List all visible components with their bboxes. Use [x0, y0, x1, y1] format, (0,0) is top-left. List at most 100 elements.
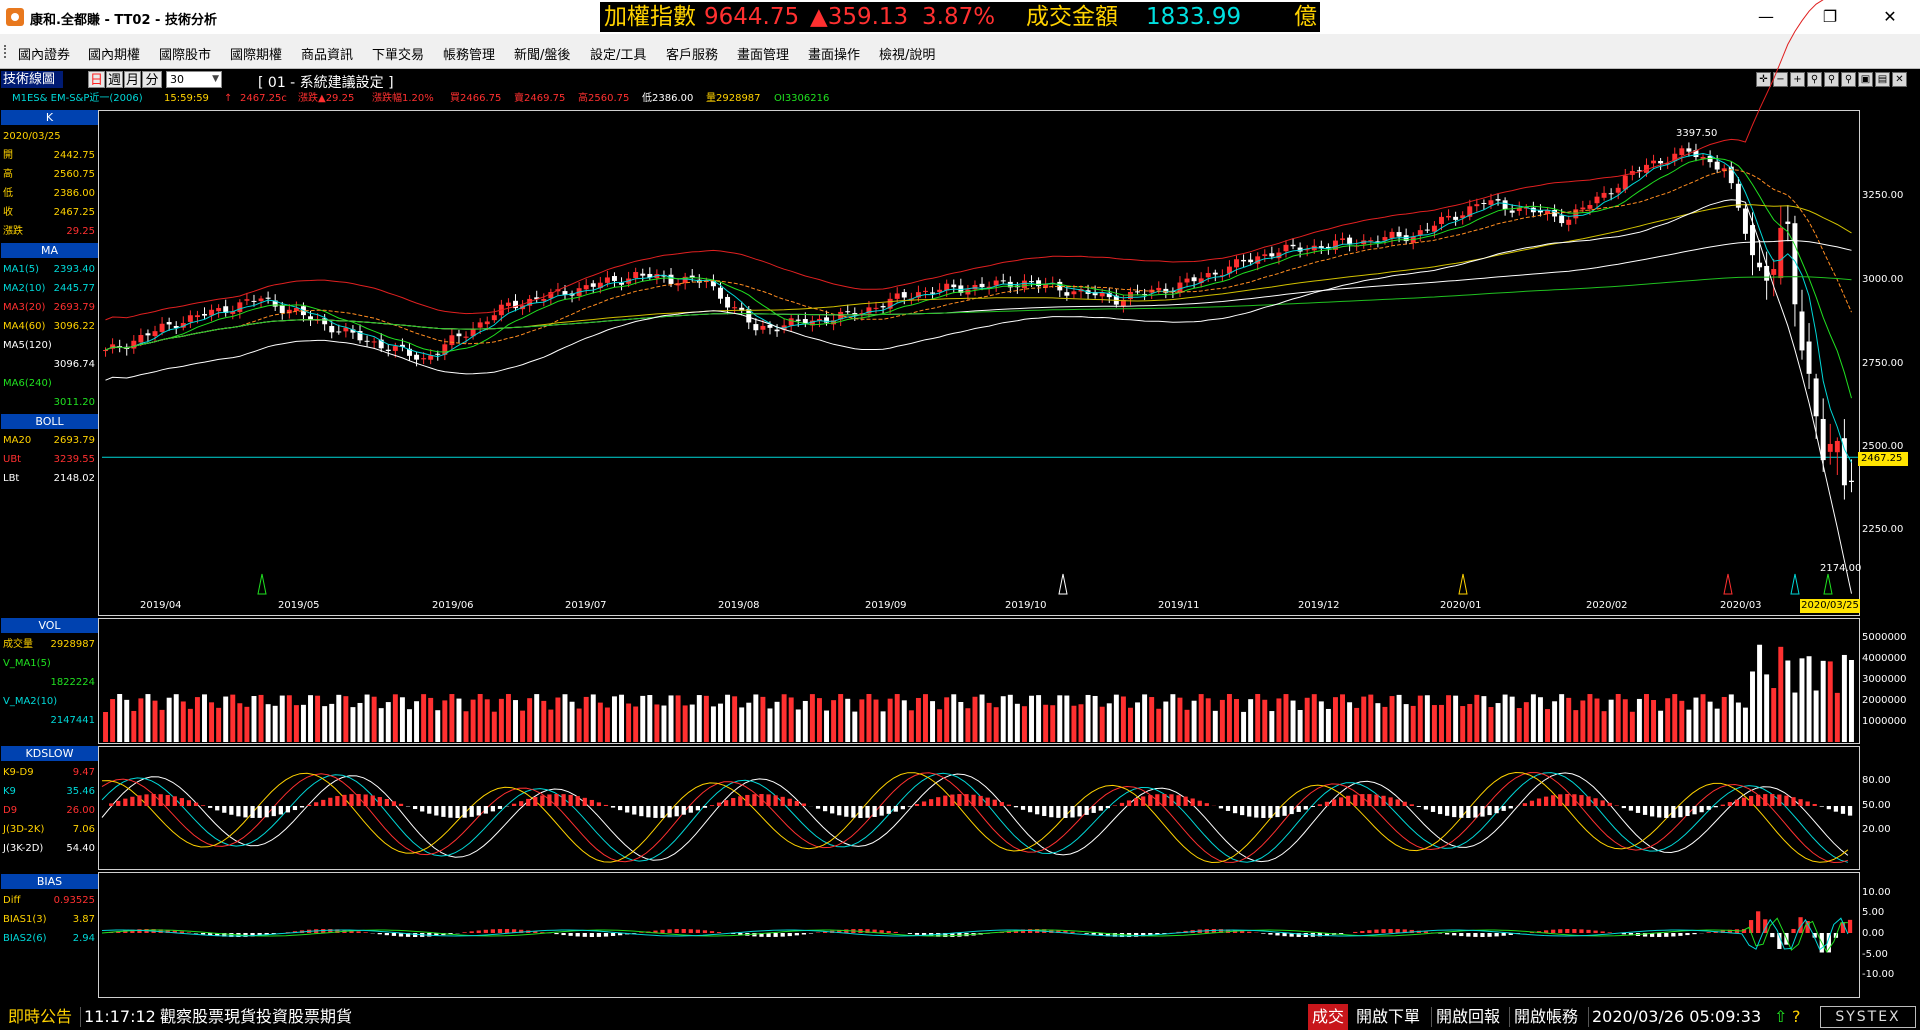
- kd-histogram-bar: [257, 806, 262, 818]
- kd-histogram-bar: [144, 794, 149, 806]
- kd-histogram-bar: [1232, 806, 1238, 814]
- candle-body: [237, 302, 243, 312]
- volume-bar: [1474, 694, 1480, 742]
- menu-item-account[interactable]: 帳務管理: [443, 48, 496, 63]
- candle-body: [880, 306, 886, 308]
- price-panel[interactable]: [98, 110, 1860, 616]
- announce-label[interactable]: 即時公告: [8, 1007, 73, 1026]
- volume-bar: [689, 704, 695, 742]
- period-minute-button[interactable]: 分: [142, 71, 162, 88]
- candlestick: [1502, 197, 1508, 216]
- print-icon[interactable]: ▤: [1875, 72, 1890, 87]
- close-button[interactable]: ✕: [1883, 7, 1897, 26]
- bias-bar: [172, 930, 177, 933]
- setting-title[interactable]: [ 01 - 系統建議設定 ]: [258, 75, 394, 91]
- candle-body: [1191, 277, 1197, 282]
- menu-item-settings[interactable]: 設定/工具: [590, 48, 647, 63]
- period-week-button[interactable]: 週: [106, 71, 123, 88]
- bias-bar: [1459, 933, 1464, 937]
- bias-bar: [1480, 933, 1485, 937]
- bias-bar: [1162, 933, 1167, 934]
- candlestick: [1184, 272, 1190, 288]
- minute-select[interactable]: 30 ▼: [166, 71, 222, 88]
- candlestick: [1439, 212, 1444, 231]
- period-day-button[interactable]: 日: [88, 71, 105, 88]
- menu-item-intl-futures[interactable]: 國際期權: [230, 48, 283, 63]
- help-icon[interactable]: ?: [1792, 1007, 1801, 1026]
- minimize-button[interactable]: —: [1758, 7, 1774, 26]
- signal-up-icon: ⇧: [1774, 1007, 1788, 1026]
- kd-histogram-bar: [448, 806, 453, 818]
- volume-bar: [1156, 708, 1162, 742]
- ma2-line: [105, 157, 1852, 399]
- bias-bar: [1452, 933, 1457, 936]
- kd-histogram-bar: [950, 794, 955, 806]
- bias-bar: [1466, 933, 1471, 937]
- menu-item-product-info[interactable]: 商品資訊: [301, 48, 354, 63]
- kd-histogram-bar: [1218, 806, 1224, 809]
- candlestick: [145, 329, 151, 342]
- bias-bar: [1317, 933, 1323, 937]
- menu-item-domestic-futures[interactable]: 國內期權: [88, 48, 141, 63]
- kd-histogram-bar: [780, 796, 785, 806]
- zoom-in-icon[interactable]: ⚲: [1824, 72, 1839, 87]
- close-chart-icon[interactable]: ✕: [1892, 72, 1907, 87]
- candlestick: [845, 304, 851, 315]
- crosshair-icon[interactable]: ✛: [1756, 72, 1771, 87]
- kd-histogram-bar: [1423, 806, 1429, 810]
- menu-item-screen-manage[interactable]: 畫面管理: [737, 48, 790, 63]
- candlestick: [1552, 204, 1558, 222]
- volume-bar: [1742, 707, 1748, 742]
- bias-bar: [497, 929, 503, 933]
- search-icon[interactable]: ⚲: [1807, 72, 1822, 87]
- zoom-plus-icon[interactable]: +: [1790, 72, 1805, 87]
- volume-bar: [901, 700, 907, 742]
- open-order-button[interactable]: 開啟下單: [1356, 1007, 1421, 1026]
- candlestick: [958, 278, 964, 296]
- volume-bar: [194, 697, 200, 742]
- candle-body: [866, 307, 872, 314]
- kd-histogram-bar: [610, 806, 616, 808]
- menu-item-news[interactable]: 新聞/盤後: [514, 48, 571, 63]
- bias-bar: [568, 933, 573, 936]
- candlestick: [407, 342, 412, 361]
- kd-histogram-bar: [1176, 795, 1181, 806]
- menu-item-intl-stocks[interactable]: 國際股市: [159, 48, 212, 63]
- volume-bar: [986, 702, 992, 742]
- volume-bar: [1841, 654, 1847, 742]
- kd-histogram-bar: [1763, 794, 1768, 806]
- candlestick: [1163, 283, 1169, 299]
- kd-histogram-bar: [1049, 806, 1054, 818]
- open-account-button[interactable]: 開啟帳務: [1514, 1007, 1579, 1026]
- bias-bar: [1049, 929, 1054, 933]
- menu-bar: 國內證券 國內期權 國際股市 國際期權 商品資訊 下單交易 帳務管理 新聞/盤後…: [0, 34, 1920, 69]
- menu-item-view-help[interactable]: 檢視/說明: [879, 48, 936, 63]
- bias-bar: [872, 929, 877, 933]
- candle-body: [1509, 210, 1515, 213]
- bias-bar: [1381, 929, 1386, 933]
- volume-bar: [209, 702, 215, 742]
- menu-item-domestic-securities[interactable]: 國內證券: [18, 48, 71, 63]
- candle-body: [1552, 209, 1558, 217]
- kd-histogram-bar: [1466, 806, 1471, 818]
- candlestick: [1403, 228, 1409, 245]
- menu-item-screen-ops[interactable]: 畫面操作: [808, 48, 861, 63]
- menu-item-service[interactable]: 客戶服務: [666, 48, 719, 63]
- volume-bar: [1248, 699, 1254, 742]
- save-icon[interactable]: ▣: [1858, 72, 1873, 87]
- kd-histogram-bar: [1480, 806, 1485, 817]
- candle-body: [1106, 292, 1112, 298]
- zoom-out-icon[interactable]: ⚲: [1841, 72, 1856, 87]
- kd-histogram-bar: [893, 806, 898, 812]
- period-month-button[interactable]: 月: [124, 71, 141, 88]
- maximize-button[interactable]: ❐: [1822, 7, 1838, 26]
- volume-bar: [1255, 694, 1261, 742]
- kd-histogram-bar: [1664, 806, 1669, 818]
- candle-body: [230, 311, 236, 314]
- menu-item-order[interactable]: 下單交易: [372, 48, 425, 63]
- kd-histogram-bar: [151, 794, 156, 806]
- announce-message[interactable]: 觀察股票現貨投資股票期貨: [160, 1007, 353, 1026]
- open-report-button[interactable]: 開啟回報: [1436, 1007, 1501, 1026]
- low-price: 低2386.00: [642, 93, 694, 104]
- ma6-label: MA6(240): [3, 378, 52, 389]
